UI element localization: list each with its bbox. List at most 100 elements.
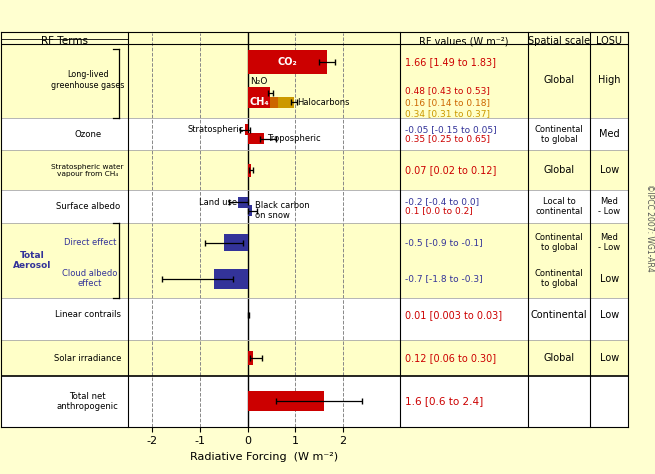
Bar — [400, 190, 528, 223]
Bar — [528, 223, 590, 299]
Bar — [400, 223, 528, 299]
Bar — [528, 118, 590, 150]
Text: N₂O: N₂O — [250, 77, 268, 86]
Bar — [214, 269, 248, 289]
Bar — [248, 87, 271, 99]
Bar — [590, 44, 628, 118]
Bar — [248, 98, 271, 108]
Text: 1.66 [1.49 to 1.83]: 1.66 [1.49 to 1.83] — [405, 57, 496, 67]
Bar — [400, 44, 528, 118]
Bar — [128, 118, 400, 150]
Bar — [248, 205, 252, 216]
Bar — [400, 376, 528, 427]
Text: Ozone: Ozone — [74, 130, 102, 139]
Text: Halocarbons: Halocarbons — [297, 98, 350, 107]
Bar — [1, 150, 128, 190]
Text: 0.35 [0.25 to 0.65]: 0.35 [0.25 to 0.65] — [405, 134, 491, 143]
Bar — [528, 340, 590, 376]
Text: -0.5 [-0.9 to -0.1]: -0.5 [-0.9 to -0.1] — [405, 238, 483, 247]
Text: 0.07 [0.02 to 0.12]: 0.07 [0.02 to 0.12] — [405, 165, 496, 175]
Bar — [128, 150, 400, 190]
Bar — [528, 376, 590, 427]
Bar — [528, 299, 590, 340]
Bar — [248, 392, 324, 411]
Bar — [128, 118, 400, 150]
Text: Continental
to global: Continental to global — [534, 269, 584, 288]
Text: Global: Global — [544, 75, 574, 85]
Bar — [400, 299, 528, 340]
Bar — [7, 118, 122, 150]
Bar — [590, 223, 628, 299]
Text: Stratospheric: Stratospheric — [187, 126, 244, 135]
Bar — [238, 197, 248, 208]
Bar — [7, 190, 122, 223]
Bar — [128, 376, 400, 427]
Bar — [278, 98, 294, 108]
Bar — [7, 150, 122, 190]
Bar — [7, 376, 122, 427]
Text: Stratospheric water
vapour from CH₄: Stratospheric water vapour from CH₄ — [52, 164, 124, 177]
Text: Low: Low — [599, 353, 619, 363]
Text: Global: Global — [544, 165, 574, 175]
Text: Med: Med — [599, 129, 620, 139]
Bar — [400, 340, 528, 376]
Bar — [400, 44, 528, 118]
Bar — [128, 44, 400, 118]
Bar — [400, 340, 528, 376]
Text: -0.2 [-0.4 to 0.0]: -0.2 [-0.4 to 0.0] — [405, 198, 479, 207]
Text: Local to
continental: Local to continental — [535, 197, 583, 216]
Bar — [590, 118, 628, 150]
Bar — [400, 190, 528, 223]
Text: RF Terms: RF Terms — [41, 36, 88, 46]
Bar — [248, 50, 327, 74]
Bar — [528, 190, 590, 223]
Text: Global: Global — [544, 353, 574, 363]
Bar — [590, 299, 628, 340]
Bar — [590, 376, 628, 427]
Text: Spatial scale: Spatial scale — [528, 36, 590, 46]
Text: 0.16 [0.14 to 0.18]: 0.16 [0.14 to 0.18] — [405, 98, 491, 107]
Text: CO₂: CO₂ — [277, 57, 297, 67]
Text: 0.48 [0.43 to 0.53]: 0.48 [0.43 to 0.53] — [405, 86, 490, 95]
Bar — [128, 223, 400, 299]
Text: Total
Aerosol: Total Aerosol — [13, 251, 51, 270]
Text: 0.1 [0.0 to 0.2]: 0.1 [0.0 to 0.2] — [405, 206, 473, 215]
Bar — [1, 376, 128, 427]
Bar — [590, 44, 628, 118]
Text: Med
- Low: Med - Low — [598, 233, 620, 252]
Bar — [590, 376, 628, 427]
Bar — [400, 118, 528, 150]
Bar — [528, 118, 590, 150]
Bar — [248, 351, 253, 365]
Bar — [528, 150, 590, 190]
Bar — [528, 150, 590, 190]
Text: Continental
to global: Continental to global — [534, 233, 584, 252]
Bar — [400, 150, 528, 190]
Text: Continental
to global: Continental to global — [534, 125, 584, 144]
Bar — [590, 190, 628, 223]
Text: 0.12 [0.06 to 0.30]: 0.12 [0.06 to 0.30] — [405, 353, 496, 363]
Bar — [1, 299, 128, 340]
Text: 1.6 [0.6 to 2.4]: 1.6 [0.6 to 2.4] — [405, 396, 483, 406]
Text: Land use: Land use — [198, 198, 236, 207]
Bar — [128, 223, 400, 299]
Bar — [128, 190, 400, 223]
Bar — [224, 235, 248, 251]
Text: Surface albedo: Surface albedo — [56, 202, 120, 211]
Text: Continental: Continental — [531, 310, 588, 319]
Bar — [128, 376, 400, 427]
Text: CH₄: CH₄ — [250, 98, 269, 108]
Bar — [128, 299, 400, 340]
Bar — [590, 150, 628, 190]
Text: Black carbon
on snow: Black carbon on snow — [255, 201, 310, 220]
Text: LOSU: LOSU — [596, 36, 622, 46]
Bar — [590, 299, 628, 340]
Text: Long-lived
greenhouse gases: Long-lived greenhouse gases — [51, 71, 124, 90]
Bar — [528, 376, 590, 427]
Bar — [400, 150, 528, 190]
Text: Med
- Low: Med - Low — [598, 197, 620, 216]
Bar — [128, 299, 400, 340]
Bar — [590, 150, 628, 190]
Text: -0.05 [-0.15 to 0.05]: -0.05 [-0.15 to 0.05] — [405, 126, 497, 135]
Bar — [400, 223, 528, 299]
